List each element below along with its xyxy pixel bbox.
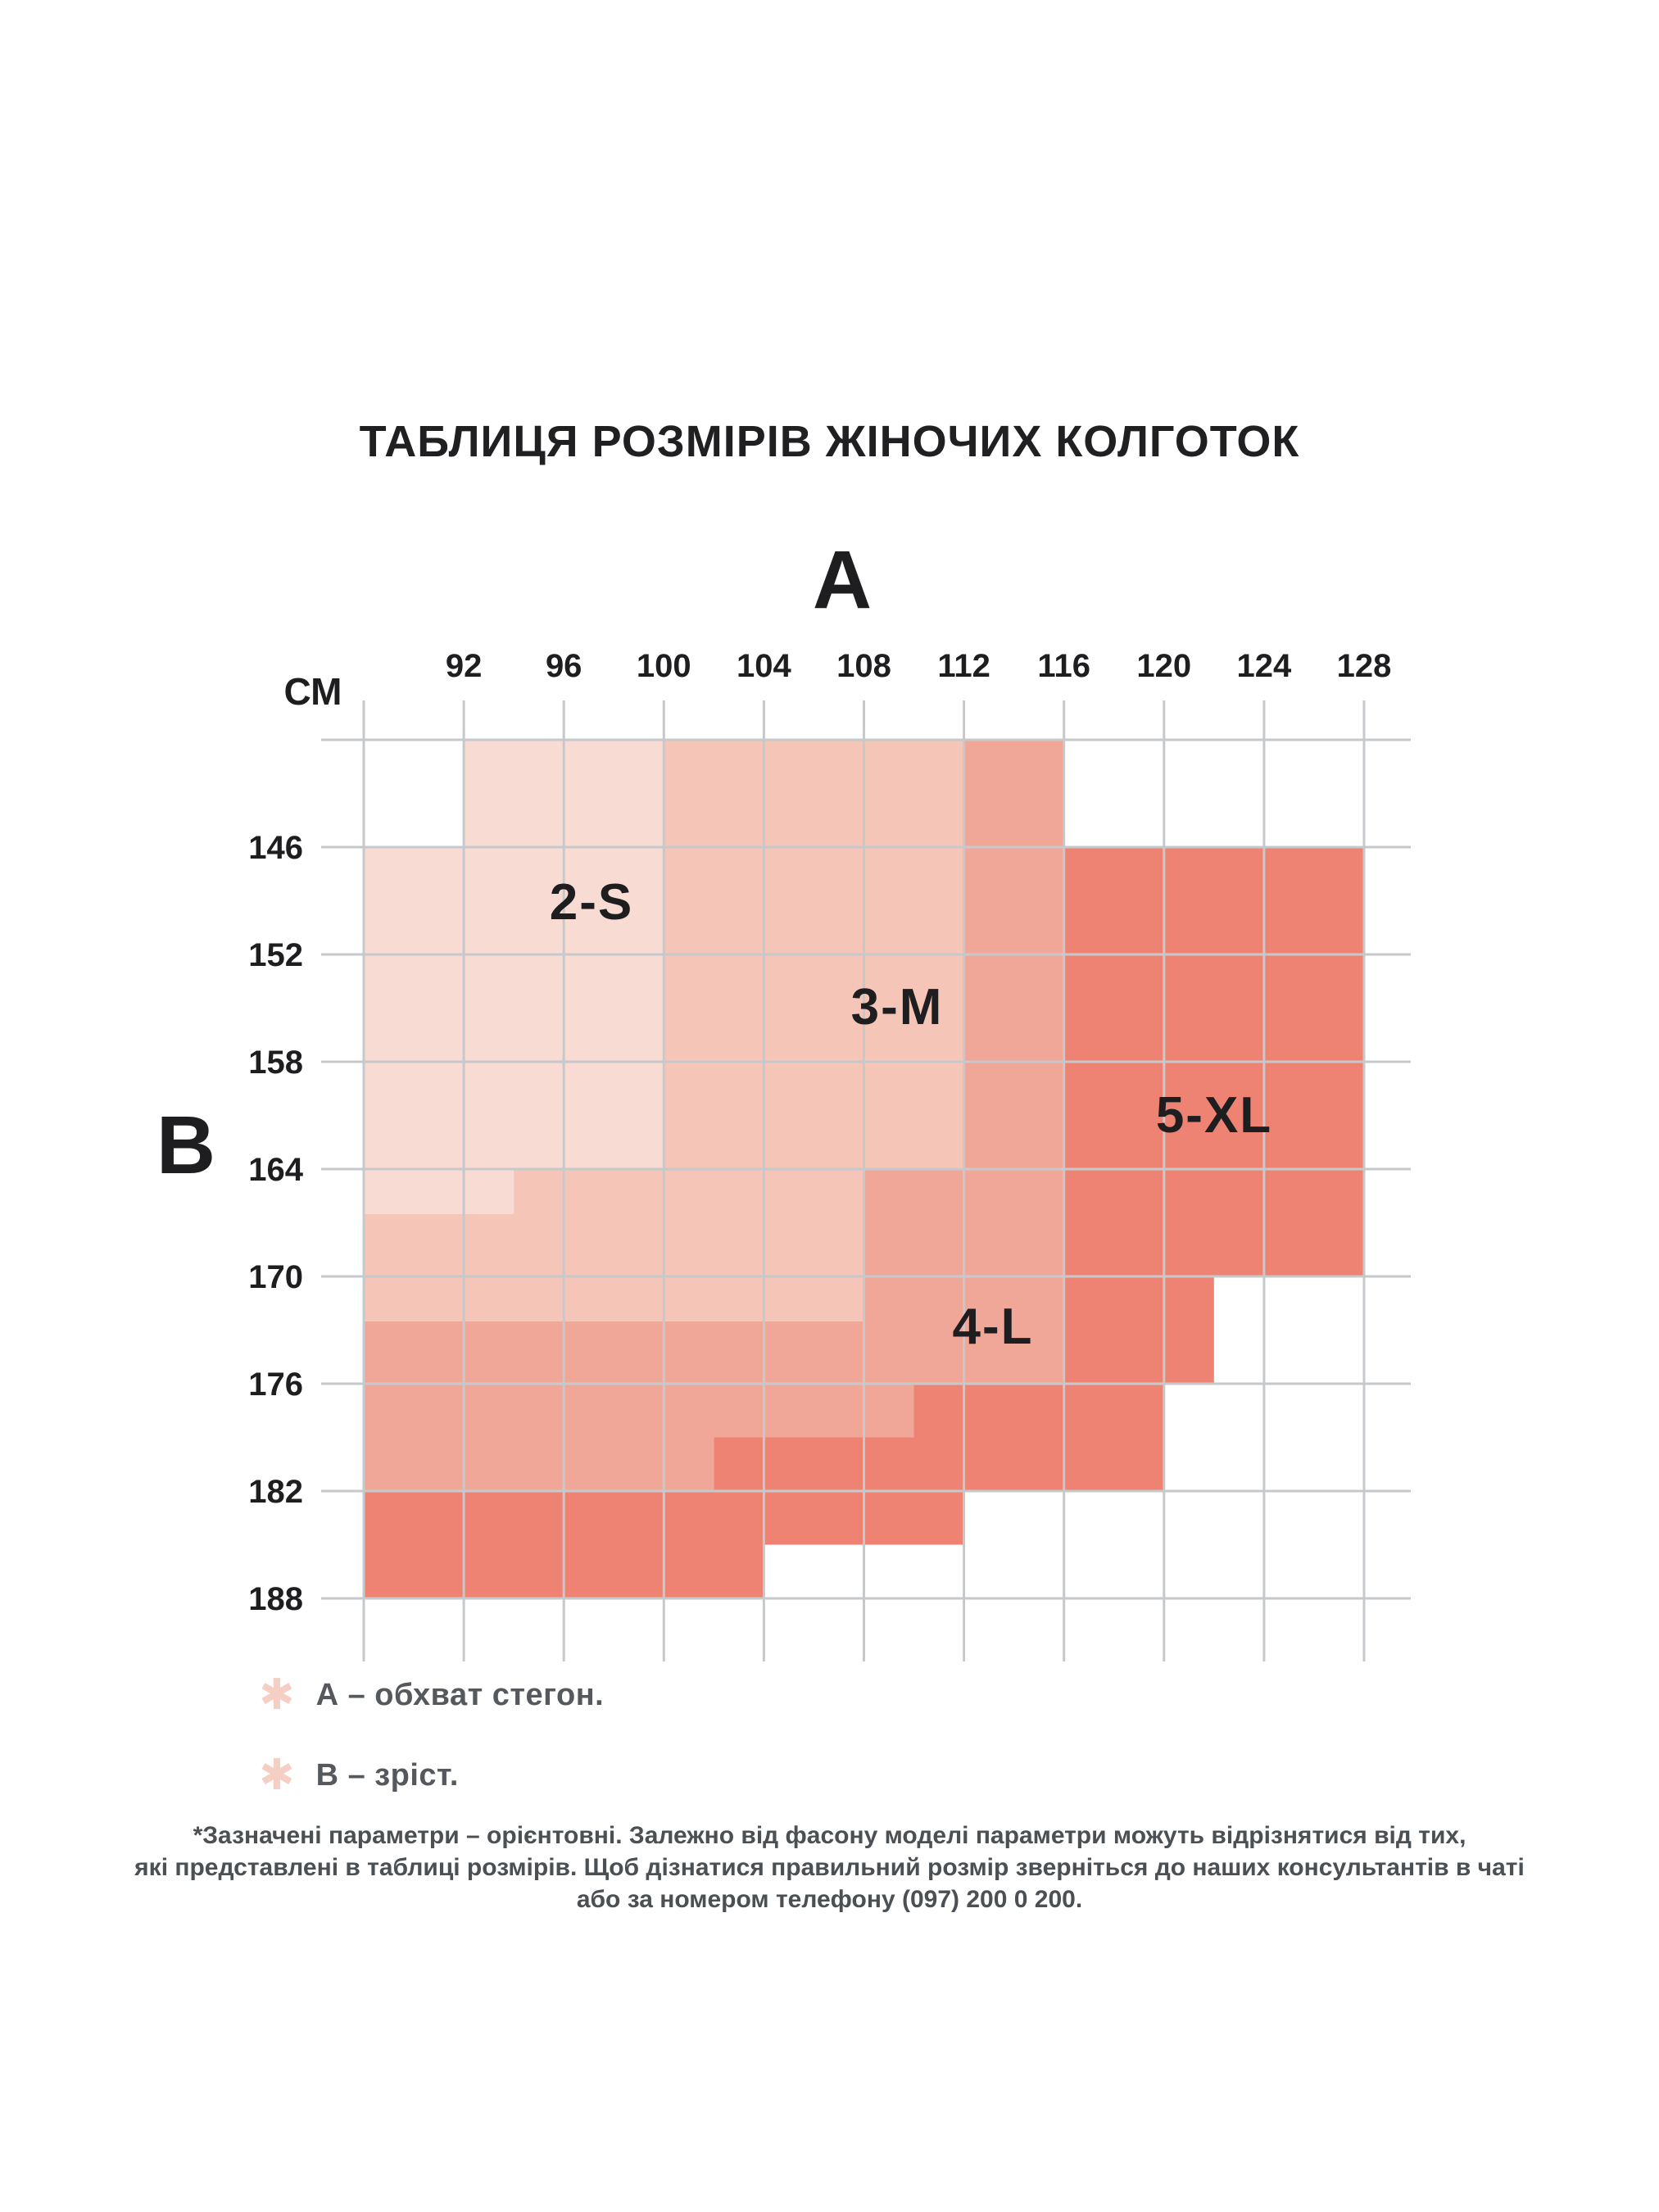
legend-label-b: В – зріст.: [315, 1757, 459, 1793]
y-tick-170: 170: [248, 1259, 303, 1295]
footnote-line-1: *Зазначені параметри – орієнтовні. Залеж…: [193, 1822, 1466, 1849]
x-tick-108: 108: [836, 648, 891, 684]
y-tick-146: 146: [248, 830, 303, 866]
unit-label-cm: СМ: [284, 670, 342, 713]
x-tick-128: 128: [1337, 648, 1392, 684]
asterisk-icon: ✱: [259, 1670, 295, 1720]
size-label-5-XL: 5-XL: [1156, 1087, 1272, 1144]
x-tick-92: 92: [446, 648, 483, 684]
x-tick-112: 112: [937, 648, 990, 684]
size-chart-svg: 92 96 100 104 108 112 116 120 124 128 146 152 158 164…: [156, 534, 1411, 1661]
x-tick-120: 120: [1136, 648, 1191, 684]
x-tick-96: 96: [546, 648, 582, 684]
x-axis-title-a: А: [813, 534, 872, 626]
legend-item-b: ✱ В – зріст.: [259, 1751, 604, 1800]
y-tick-158: 158: [248, 1045, 303, 1081]
footnote-line-2: які представлені в таблиці розмірів. Щоб…: [134, 1854, 1525, 1881]
size-region-2-S: [364, 740, 664, 1214]
footnote-line-3: або за номером телефону (097) 200 0 200.: [576, 1886, 1083, 1913]
legend-label-a: А – обхват стегон.: [315, 1677, 605, 1712]
x-tick-104: 104: [737, 648, 791, 684]
size-chart-area: 92 96 100 104 108 112 116 120 124 128 146 152 158 164…: [156, 534, 1411, 1661]
y-tick-164: 164: [248, 1152, 303, 1188]
size-label-4-L: 4-L: [953, 1299, 1034, 1355]
size-label-3-M: 3-M: [851, 979, 944, 1036]
size-region-5-XL: [364, 847, 1364, 1598]
y-tick-176: 176: [248, 1367, 303, 1403]
x-tick-124: 124: [1237, 648, 1292, 684]
legend: ✱ А – обхват стегон. ✱ В – зріст.: [259, 1670, 605, 1837]
y-tick-188: 188: [248, 1581, 303, 1617]
asterisk-icon: ✱: [259, 1751, 295, 1800]
y-axis-title-b: В: [156, 1099, 215, 1191]
y-tick-152: 152: [248, 937, 303, 973]
legend-item-a: ✱ А – обхват стегон.: [259, 1670, 605, 1720]
size-label-2-S: 2-S: [550, 874, 633, 931]
page-title: ТАБЛИЦЯ РОЗМІРІВ ЖІНОЧИХ КОЛГОТОК: [359, 417, 1300, 466]
x-tick-100: 100: [637, 648, 691, 684]
footnote: *Зазначені параметри – орієнтовні. Залеж…: [0, 1820, 1659, 1915]
size-region-4-L: [364, 740, 1064, 1491]
x-tick-116: 116: [1037, 648, 1090, 684]
y-tick-182: 182: [248, 1474, 303, 1510]
